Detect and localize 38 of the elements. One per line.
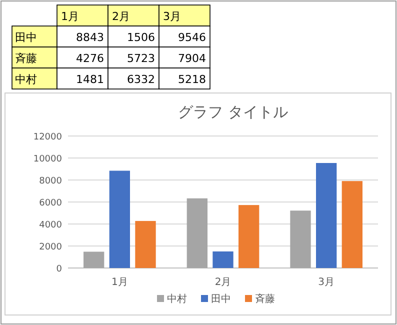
data-label: 5723 (127, 52, 155, 65)
y-tick-label: 田中 (15, 31, 37, 44)
y-tick-label: 中村 (15, 73, 37, 86)
y-tick-label: 8000 (39, 176, 62, 186)
x-tick-label: 3月 (318, 277, 335, 288)
data-label: 4276 (76, 52, 104, 65)
data-label: 6332 (127, 73, 155, 86)
data-label: 5218 (178, 73, 206, 86)
data-label: 1506 (127, 31, 155, 44)
y-tick-label: 6000 (39, 198, 62, 208)
bar (238, 205, 260, 268)
legend-label: 中村 (167, 293, 187, 305)
y-tick-label: 4000 (39, 220, 62, 230)
data-label: 1481 (76, 73, 104, 86)
bar (316, 162, 337, 268)
x-tick-label: 2月 (112, 10, 130, 23)
x-tick-label: 3月 (163, 10, 181, 23)
bar (212, 251, 234, 268)
bar (135, 220, 156, 268)
x-tick-label: 1月 (61, 10, 79, 23)
data-label: 9546 (178, 31, 206, 44)
bar (186, 198, 208, 268)
y-tick-label: 2000 (39, 242, 62, 252)
bar (109, 170, 130, 268)
y-tick-label: 12000 (33, 132, 62, 142)
y-tick-label: 10000 (33, 154, 62, 164)
bar (342, 181, 362, 268)
x-tick-label: 1月 (111, 277, 128, 288)
chart-title: グラフ タイトル (178, 103, 288, 121)
legend-label: 田中 (211, 293, 231, 305)
x-tick-label: 2月 (214, 277, 232, 288)
bar (290, 210, 311, 268)
legend-label: 斉藤 (255, 293, 275, 305)
data-label: 8843 (76, 31, 104, 44)
bar (84, 252, 104, 268)
data-label: 7904 (178, 52, 206, 65)
y-tick-label: 0 (56, 264, 62, 274)
y-tick-label: 斉藤 (15, 52, 37, 65)
